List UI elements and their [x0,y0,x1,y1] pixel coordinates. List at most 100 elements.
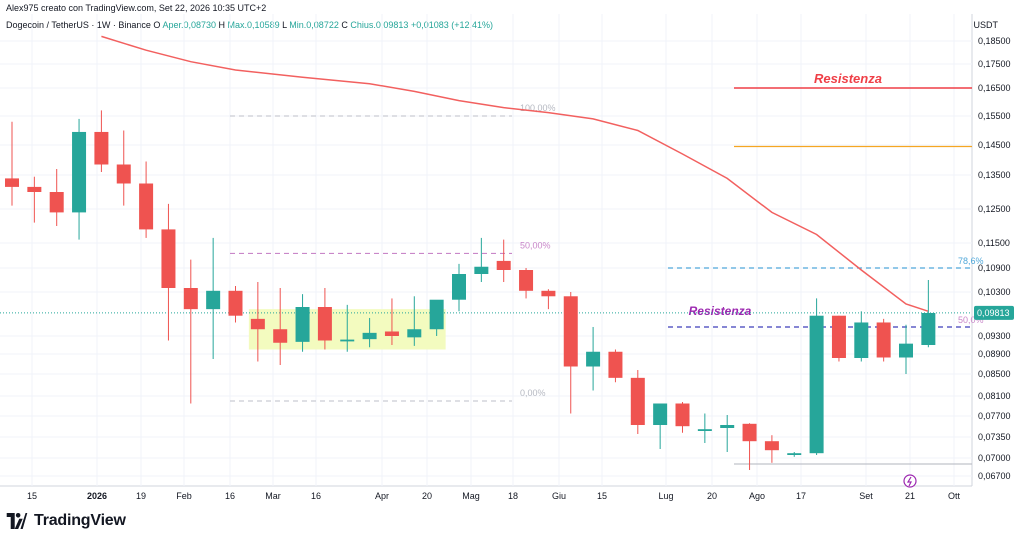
low-label: L [282,20,287,30]
event-marker-icon [903,474,917,488]
candle-body [228,290,243,316]
y-tick-label: 0,17500 [978,59,1011,69]
candle-body [161,229,176,288]
fib-level-label: 0,00% [520,388,546,398]
candle-body [273,329,288,343]
y-tick-label: 0,15500 [978,111,1011,121]
y-tick-label: 0,08900 [978,349,1011,359]
change-value: +0,01083 (+12,41%) [410,20,494,30]
candle-body [541,290,556,297]
x-tick-label: Lug [658,491,673,501]
candle-body [474,266,489,274]
candle-body [563,296,578,367]
tradingview-brand: TradingView [34,512,126,529]
y-tick-label: 0,10900 [978,263,1011,273]
candle-body [608,351,623,378]
candle-body [116,164,131,184]
candle-body [876,322,891,358]
high-label: H [218,20,226,30]
candle-body [809,315,824,454]
symbol-label: Dogecoin / TetherUS · 1W · Binance [6,20,151,30]
y-tick-label: 0,07000 [978,453,1011,463]
candle-body [586,351,601,367]
x-tick-label: Set [859,491,873,501]
candle-body [183,288,198,310]
open-label: O [153,20,161,30]
y-tick-label: 0,11500 [978,238,1010,248]
candle-body [362,332,377,340]
close-value: Chius.0,09813 [350,20,409,30]
y-tick-label: 0,14500 [978,140,1011,150]
candle-body [429,299,444,330]
fib-786-label: 78,6% [958,256,984,266]
x-tick-label: 17 [796,491,806,501]
x-tick-label: 16 [225,491,235,501]
x-tick-label: 20 [707,491,717,501]
candle-body [496,260,511,270]
y-tick-label: 0,12500 [978,204,1011,214]
x-tick-label: 2026 [87,491,107,501]
candle-body [139,183,154,230]
candle-body [653,403,668,425]
x-tick-label: 19 [136,491,146,501]
x-tick-label: Apr [375,491,389,501]
x-tick-label: 15 [597,491,607,501]
candle-body [742,423,757,442]
candle-body [899,343,913,358]
y-tick-label: 0,16500 [978,83,1011,93]
lightning-icon [906,476,912,487]
ohlc-legend: Dogecoin / TetherUS · 1W · Binance O Ape… [6,20,493,30]
fib-level-label: 50,00% [520,240,551,250]
open-value: Aper.0,08730 [162,20,217,30]
moving-average-line [101,35,929,313]
last-price-tag-text: 0,09813 [977,308,1010,318]
x-tick-label: 18 [508,491,518,501]
candle-body [206,290,221,310]
currency-label: USDT [973,20,999,30]
x-tick-label: Ago [749,491,765,501]
candle-body [49,192,64,213]
resistance-upper-label: Resistenza [814,71,882,86]
fib-level-label: 100,00% [520,103,556,113]
candle-body [675,403,690,427]
candle-body [27,186,42,192]
y-tick-label: 0,07700 [978,411,1011,421]
x-tick-label: Mag [462,491,480,501]
candle-body [787,453,802,455]
last-price-tag [974,305,1014,320]
candle-body [407,329,422,338]
close-label: C [341,20,348,30]
x-tick-label: 16 [311,491,321,501]
candle-body [384,331,399,336]
resistance-lower-label: Resistenza [689,304,752,318]
y-tick-label: 0,08500 [978,369,1011,379]
candle-body [317,307,332,341]
candle-body [340,339,355,342]
chart-attribution: Alex975 creato con TradingView.com, Set … [6,3,267,13]
x-tick-label: Ott [948,491,961,501]
candle-body [72,131,87,213]
y-tick-label: 0,13500 [978,170,1011,180]
y-tick-label: 0,09300 [978,331,1011,341]
candle-body [854,322,869,358]
tradingview-logo-icon [6,513,28,529]
candle-body [452,274,466,300]
y-tick-label: 0,08100 [978,391,1011,401]
candle-body [5,178,19,187]
x-tick-label: Giu [552,491,566,501]
x-tick-label: 20 [422,491,432,501]
high-value: Max.0,10589 [227,20,280,30]
candle-body [295,307,310,342]
candle-body [250,318,265,330]
y-tick-label: 0,10300 [978,287,1011,297]
y-tick-label: 0,06700 [978,471,1011,481]
x-tick-label: 21 [905,491,915,501]
candle-body [697,429,712,431]
y-tick-label: 0,18500 [978,36,1011,46]
candle-body [519,270,534,291]
x-tick-label: Feb [176,491,192,501]
candle-body [764,441,779,451]
candle-body [720,425,735,428]
candle-body [921,313,936,345]
